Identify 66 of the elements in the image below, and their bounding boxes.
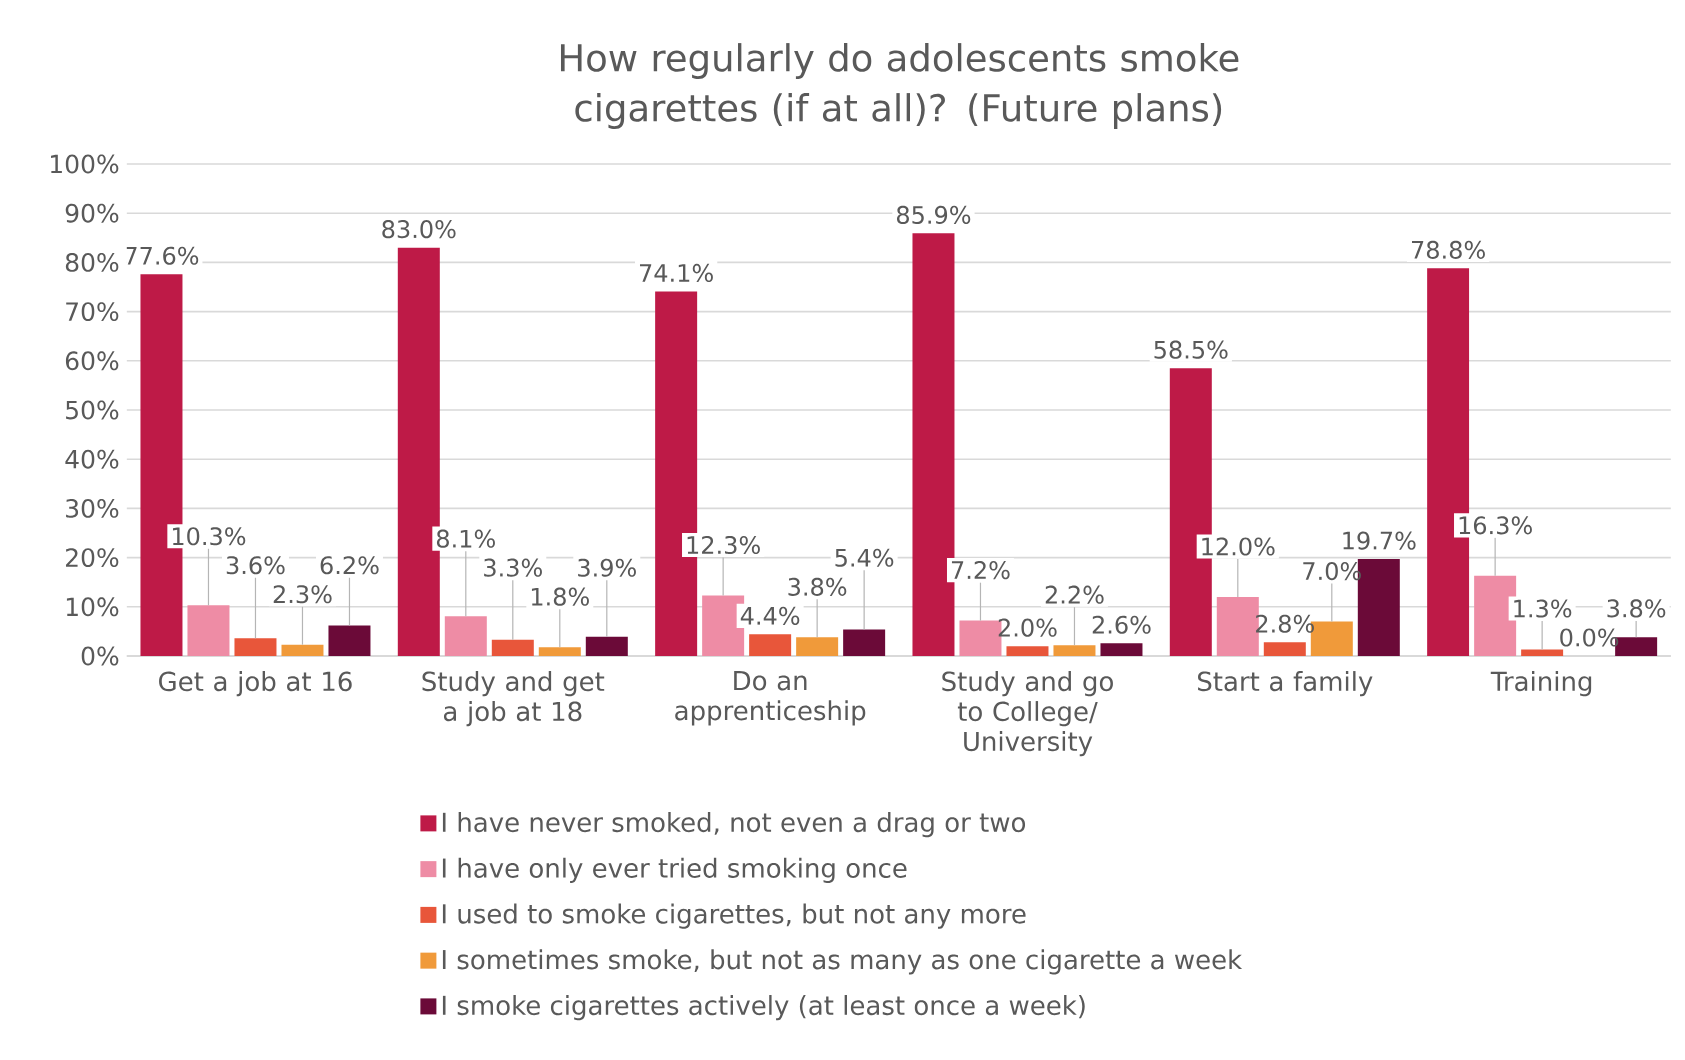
x-tick-label: Start a family <box>1198 671 1373 697</box>
data-label: 2.3% <box>273 585 332 604</box>
bar <box>538 647 581 656</box>
data-label: 7.2% <box>951 561 1010 580</box>
y-tick-label: 100% <box>51 154 119 174</box>
data-label: 78.8% <box>1411 240 1485 259</box>
data-label: 12.3% <box>687 535 760 555</box>
bar <box>1521 649 1564 656</box>
data-label: 19.7% <box>1343 531 1416 550</box>
bar <box>444 616 487 656</box>
legend-label: I have never smoked, not even a drag or two <box>442 812 1026 838</box>
bar <box>491 639 534 656</box>
data-label: 77.6% <box>125 246 199 265</box>
y-tick-label: 70% <box>66 302 119 322</box>
y-tick-label: 90% <box>65 203 119 223</box>
data-label: 6.2% <box>320 556 379 575</box>
data-label: 83.0% <box>382 220 456 239</box>
y-tick-label: 10% <box>66 597 119 617</box>
data-label: 3.8% <box>1607 599 1666 618</box>
data-label: 2.6% <box>1092 615 1151 634</box>
data-label: 1.3% <box>1514 599 1572 618</box>
data-label: 3.8% <box>788 577 847 596</box>
y-tick-label: 40% <box>65 449 119 469</box>
legend-label: I have only ever tried smoking once <box>442 857 907 883</box>
bar <box>796 637 839 656</box>
data-label: 5.4% <box>835 548 894 567</box>
legend-label: I smoke cigarettes actively (at least once a week) <box>442 995 1085 1021</box>
data-label: 1.8% <box>531 587 589 606</box>
chart-title: How regularly do adolescents smoke cigarettes (if at all)? (Future plans) <box>560 43 1239 129</box>
bar <box>1053 645 1096 656</box>
data-label: 3.9% <box>578 558 636 577</box>
bar <box>1263 642 1306 656</box>
y-tick-label: 30% <box>66 498 119 518</box>
x-tick-label: Study and go to College/ University <box>942 671 1113 757</box>
bar <box>1006 646 1049 656</box>
legend-label: I used to smoke cigarettes, but not any more <box>442 903 1026 929</box>
y-tick-label: 60% <box>65 351 119 371</box>
data-label: 3.3% <box>484 558 542 577</box>
data-label: 58.5% <box>1154 340 1228 359</box>
x-tick-label: Study and get a job at 18 <box>422 671 605 727</box>
data-label: 4.4% <box>740 606 800 625</box>
bar <box>281 644 324 656</box>
data-label: 3.6% <box>226 556 285 575</box>
bar <box>187 605 230 656</box>
data-label: 8.1% <box>436 529 495 548</box>
data-label: 85.9% <box>896 205 971 224</box>
data-label: 74.1% <box>639 263 713 283</box>
data-label: 12.0% <box>1202 537 1275 556</box>
bar <box>234 638 277 656</box>
legend-label: I sometimes smoke, but not as many as one cigarette a week <box>442 949 1243 975</box>
data-label: 10.3% <box>172 527 246 546</box>
y-tick-label: 80% <box>65 252 119 272</box>
y-tick-label: 0% <box>81 646 119 666</box>
bar <box>843 629 886 656</box>
data-label: 2.2% <box>1045 585 1104 604</box>
bar <box>1100 643 1143 656</box>
y-tick-label: 50% <box>66 400 119 420</box>
y-tick-label: 20% <box>65 548 119 568</box>
bar <box>328 625 371 656</box>
x-tick-label: Training <box>1490 671 1592 697</box>
bar <box>749 634 792 656</box>
data-label: 0.0% <box>1560 628 1619 647</box>
bar <box>585 636 628 656</box>
x-tick-label: Get a job at 16 <box>159 671 352 697</box>
data-label: 16.3% <box>1459 516 1532 535</box>
x-tick-label: Do an apprenticeship <box>675 671 866 726</box>
